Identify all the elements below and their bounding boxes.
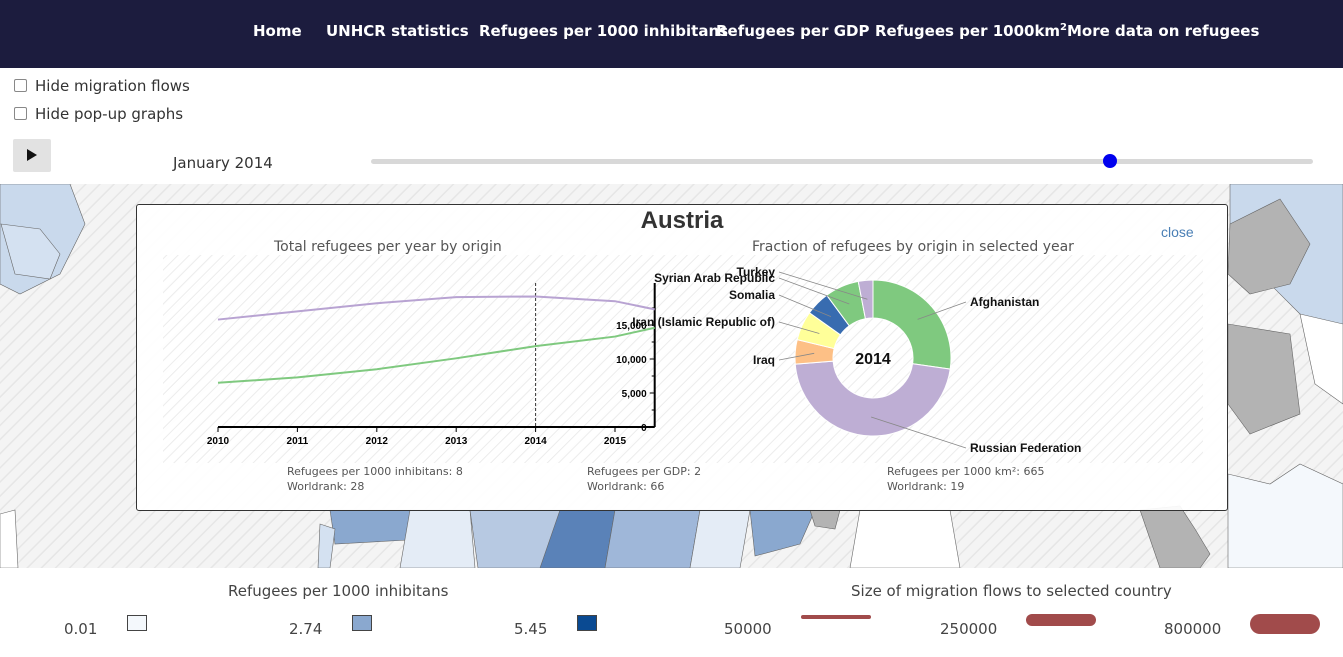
- stat-per-1000-rank: Worldrank: 28: [287, 480, 365, 493]
- country-shape[interactable]: [399, 509, 476, 568]
- nav-refugees-per-1000[interactable]: Refugees per 1000 inhibitans: [479, 22, 729, 40]
- flow-legend-line: [801, 615, 871, 619]
- country-shape[interactable]: [0, 509, 19, 568]
- stat-per-gdp: Refugees per GDP: 2 Worldrank: 66: [587, 464, 701, 494]
- play-icon: [27, 149, 37, 161]
- time-slider-track[interactable]: [371, 159, 1313, 164]
- pie-chart: Afghanistan Russian Federation Iraq Iran (I…: [632, 265, 1081, 455]
- country-shape[interactable]: [317, 523, 336, 568]
- stat-per-km2: Refugees per 1000 km²: 665 Worldrank: 19: [887, 464, 1044, 494]
- stat-per-1000: Refugees per 1000 inhibitans: 8 Worldran…: [287, 464, 463, 494]
- country-popup: Austria close Total refugees per year by…: [136, 204, 1228, 511]
- x-tick-label: 2015: [604, 436, 627, 447]
- stat-per-gdp-rank: Worldrank: 66: [587, 480, 665, 493]
- line-chart-title: Total refugees per year by origin: [274, 239, 502, 255]
- hide-popups-checkbox[interactable]: [14, 107, 27, 120]
- y-tick-label: 15,000: [616, 321, 647, 332]
- country-shape[interactable]: [689, 509, 751, 568]
- pie-slice-label: Iran (Islamic Republic of): [632, 315, 775, 329]
- pie-label-leader: [778, 352, 815, 361]
- hide-popups-label: Hide pop-up graphs: [35, 105, 184, 123]
- stat-per-km2-rank: Worldrank: 19: [887, 480, 965, 493]
- x-tick-label: 2011: [287, 436, 309, 447]
- nav-more-data[interactable]: More data on refugees: [1067, 22, 1260, 40]
- hide-popups-row: Hide pop-up graphs: [14, 105, 183, 123]
- time-slider-handle[interactable]: [1103, 154, 1118, 168]
- flow-legend-label: 800000: [1164, 620, 1222, 638]
- x-tick-label: 2014: [524, 436, 547, 447]
- pie-slice-label: Iraq: [753, 353, 775, 367]
- date-label: January 2014: [173, 154, 273, 172]
- nav-refugees-per-km2[interactable]: Refugees per 1000km2: [875, 22, 1067, 40]
- country-shape[interactable]: [604, 509, 701, 568]
- country-shape[interactable]: [329, 509, 411, 545]
- flow-legend-label: 250000: [940, 620, 998, 638]
- pie-label-leader: [778, 321, 820, 334]
- pie-center-label: 2014: [855, 351, 891, 368]
- flow-legend-label: 50000: [724, 620, 772, 638]
- pie-slice-label: Turkey: [737, 265, 776, 279]
- pie-slice-label: Somalia: [729, 288, 775, 302]
- pie-chart-title: Fraction of refugees by origin in select…: [752, 239, 1074, 255]
- flow-legend-line: [1026, 614, 1096, 626]
- choropleth-legend-label: 2.74: [289, 620, 323, 638]
- stat-per-gdp-value: Refugees per GDP: 2: [587, 465, 702, 478]
- pie-slice: [794, 360, 951, 437]
- y-tick-label: 10,000: [616, 355, 647, 366]
- choropleth-legend-title: Refugees per 1000 inhibitans: [228, 582, 449, 600]
- popup-country-title: Austria: [640, 207, 724, 234]
- close-link[interactable]: close: [1161, 224, 1194, 240]
- y-tick-label: 5,000: [622, 389, 647, 400]
- nav-per-km-sup: 2: [1060, 22, 1068, 33]
- navbar: Home UNHCR statistics Refugees per 1000 …: [0, 0, 1343, 68]
- nav-refugees-per-gdp[interactable]: Refugees per GDP: [716, 22, 870, 40]
- pie-label-leader: [917, 301, 967, 320]
- country-shape[interactable]: [1227, 463, 1343, 568]
- hide-flows-checkbox[interactable]: [14, 79, 27, 92]
- x-tick-label: 2013: [445, 436, 468, 447]
- country-shape[interactable]: [1227, 323, 1301, 435]
- pie-label-leader: [871, 416, 967, 449]
- nav-home[interactable]: Home: [253, 22, 302, 40]
- pie-label-leader: [778, 277, 850, 305]
- flows-legend-title: Size of migration flows to selected coun…: [851, 582, 1172, 600]
- series-line: [217, 295, 655, 321]
- flow-legend-line: [1250, 614, 1320, 634]
- choropleth-swatch: [127, 615, 147, 631]
- country-shape[interactable]: [0, 223, 61, 280]
- choropleth-swatch: [577, 615, 597, 631]
- stat-per-km2-value: Refugees per 1000 km²: 665: [887, 465, 1045, 478]
- country-shape[interactable]: [1227, 198, 1311, 295]
- pie-slice: [872, 279, 952, 370]
- nav-per-km-label: Refugees per 1000km: [875, 22, 1061, 40]
- hide-flows-row: Hide migration flows: [14, 77, 190, 95]
- pie-slice-label: Afghanistan: [970, 295, 1039, 309]
- line-chart: 2010 2011 2012 2013 2014 2015 0 5,000 10,000 15,0…: [207, 283, 656, 447]
- chart-background: [163, 255, 1203, 463]
- choropleth-legend-label: 0.01: [64, 620, 98, 638]
- x-tick-label: 2010: [207, 436, 230, 447]
- country-shape[interactable]: [1299, 313, 1343, 405]
- nav-unhcr-statistics[interactable]: UNHCR statistics: [326, 22, 469, 40]
- choropleth-legend-label: 5.45: [514, 620, 548, 638]
- hide-flows-label: Hide migration flows: [35, 77, 190, 95]
- x-tick-label: 2012: [366, 436, 389, 447]
- popup-charts-svg: 2010 2011 2012 2013 2014 2015 0 5,000 10,000 15,0…: [163, 255, 1203, 463]
- pie-slice-label: Syrian Arab Republic: [654, 271, 775, 285]
- choropleth-swatch: [352, 615, 372, 631]
- series-line: [217, 326, 655, 384]
- pie-label-leader: [778, 294, 832, 317]
- y-tick-label: 0: [641, 423, 647, 434]
- play-button[interactable]: [13, 139, 51, 172]
- pie-label-leader: [778, 271, 868, 300]
- stat-per-1000-value: Refugees per 1000 inhibitans: 8: [287, 465, 463, 478]
- pie-slice-label: Russian Federation: [970, 441, 1081, 455]
- country-shape[interactable]: [849, 509, 961, 568]
- pie-slice: [857, 279, 874, 320]
